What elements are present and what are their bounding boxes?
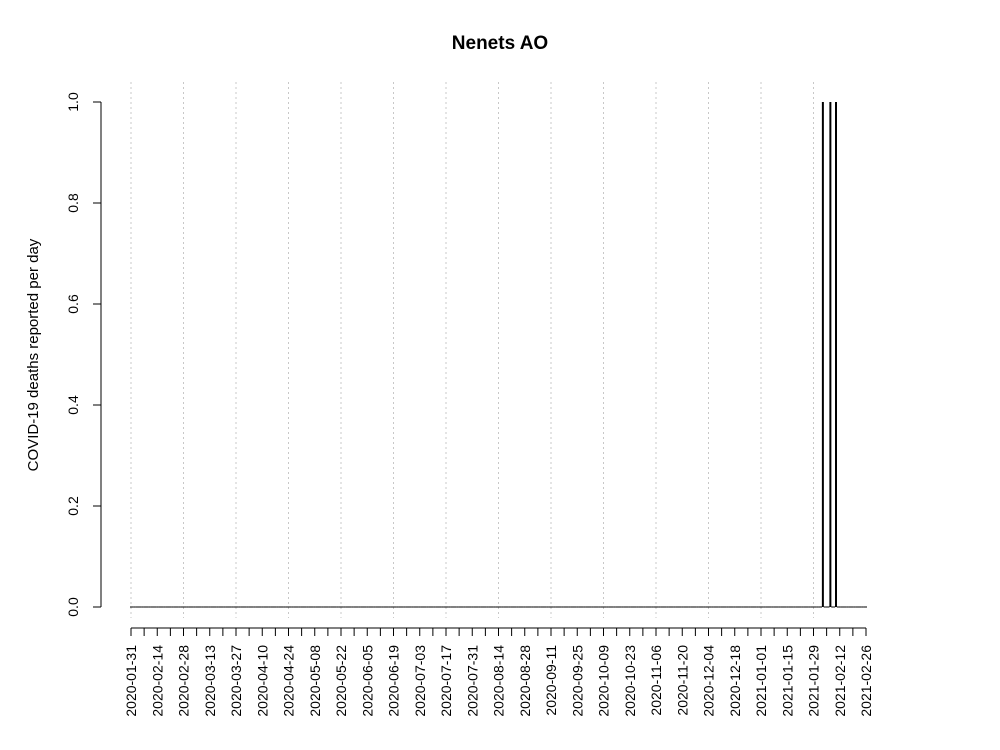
x-tick-label: 2020-09-25 [569, 645, 585, 717]
x-tick-label: 2021-02-26 [858, 645, 874, 717]
x-tick-label: 2020-02-28 [176, 645, 192, 717]
x-tick-label: 2020-05-08 [307, 645, 323, 717]
x-tick-label: 2021-01-01 [753, 645, 769, 717]
x-tick-label: 2020-04-10 [254, 645, 270, 717]
x-tick-label: 2020-03-27 [228, 645, 244, 717]
x-tick-label: 2020-08-14 [491, 645, 507, 717]
y-axis-label: COVID-19 deaths reported per day [25, 238, 42, 471]
x-tick-label: 2021-02-12 [832, 645, 848, 717]
y-tick-label: 1.0 [65, 92, 81, 112]
x-tick-label: 2020-12-18 [727, 645, 743, 717]
x-tick-label: 2020-11-20 [674, 645, 690, 716]
y-tick-label: 0.4 [65, 395, 81, 415]
x-tick-label: 2020-07-03 [412, 645, 428, 717]
x-tick-label: 2020-02-14 [149, 645, 165, 717]
x-tick-label: 2020-05-22 [333, 645, 349, 717]
x-tick-label: 2021-01-15 [779, 645, 795, 717]
x-tick-label: 2020-06-05 [359, 645, 375, 717]
x-tick-label: 2020-04-24 [281, 645, 297, 717]
x-tick-label: 2020-10-09 [596, 645, 612, 717]
gridlines [130, 82, 814, 618]
y-tick-label: 0.2 [65, 496, 81, 516]
x-tick-label: 2020-08-28 [517, 645, 533, 717]
y-axis: 0.0 0.2 0.4 0.6 0.8 1.0 [65, 92, 102, 617]
x-tick-label: 2020-01-31 [123, 645, 139, 717]
y-tick-label: 0.8 [65, 193, 81, 213]
x-tick-label: 2020-10-23 [622, 645, 638, 717]
x-tick-label: 2020-11-06 [648, 645, 664, 716]
x-tick-label: 2020-03-13 [202, 645, 218, 717]
x-tick-label: 2020-09-11 [543, 645, 559, 716]
x-tick-label: 2020-06-19 [386, 645, 402, 717]
data-series [130, 102, 867, 608]
x-tick-label: 2021-01-29 [806, 645, 822, 717]
x-axis: 2020-01-31 2020-02-14 2020-02-28 2020-03-13… [123, 627, 874, 717]
x-tick-label: 2020-12-04 [701, 645, 717, 717]
x-tick-label: 2020-07-17 [438, 645, 454, 717]
x-tick-label: 2020-07-31 [464, 645, 480, 717]
y-tick-label: 0.6 [65, 294, 81, 314]
y-tick-label: 0.0 [65, 597, 81, 617]
chart-title: Nenets AO [452, 33, 548, 54]
